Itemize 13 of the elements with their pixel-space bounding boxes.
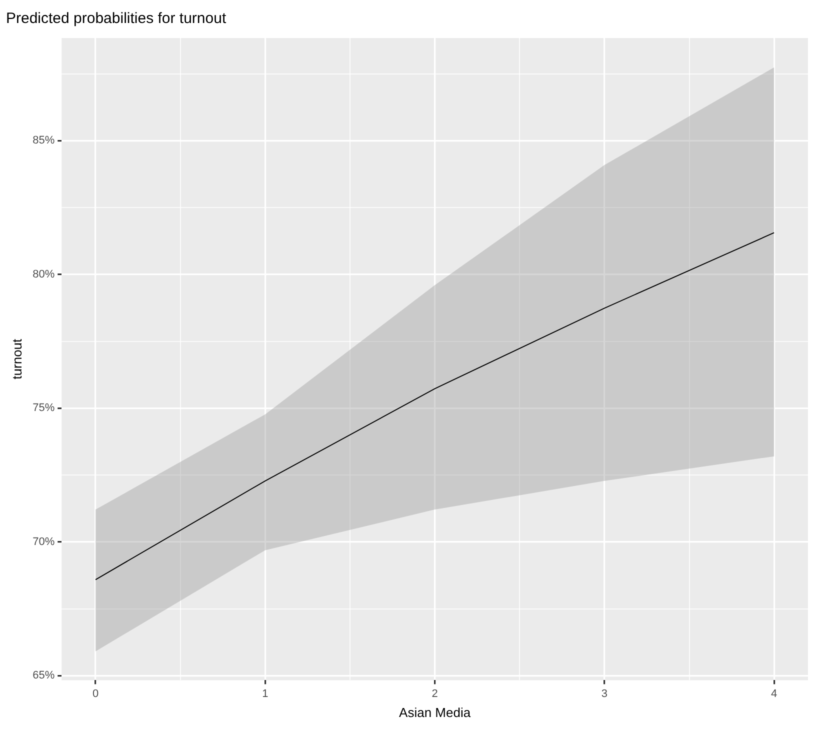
y-tick-label: 85% [32,134,55,147]
x-tick-label: 0 [92,688,99,700]
x-tick-label: 4 [771,688,778,700]
y-tick-label: 70% [32,536,55,548]
x-tick-label: 3 [601,688,608,700]
x-tick-label: 2 [432,688,438,700]
x-axis-title: Asian Media [399,704,472,720]
y-axis-title: turnout [9,338,24,380]
chart-title: Predicted probabilities for turnout [6,10,227,28]
x-tick-label: 1 [262,688,268,700]
y-tick-label: 80% [32,268,55,280]
y-tick-label: 75% [32,402,55,414]
y-tick-label: 65% [32,670,55,682]
